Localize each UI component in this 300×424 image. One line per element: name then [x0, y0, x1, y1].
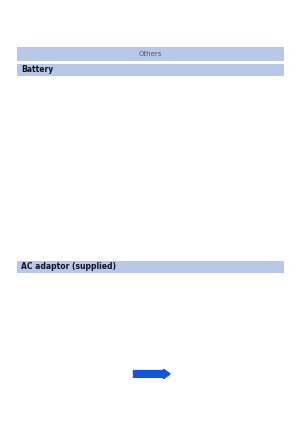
- Bar: [16, 47, 283, 60]
- Text: AC adaptor (supplied): AC adaptor (supplied): [21, 262, 116, 271]
- Bar: [16, 261, 283, 272]
- Text: Battery: Battery: [21, 64, 53, 74]
- Text: Others: Others: [138, 51, 162, 57]
- FancyArrow shape: [134, 369, 170, 379]
- Bar: [16, 64, 283, 75]
